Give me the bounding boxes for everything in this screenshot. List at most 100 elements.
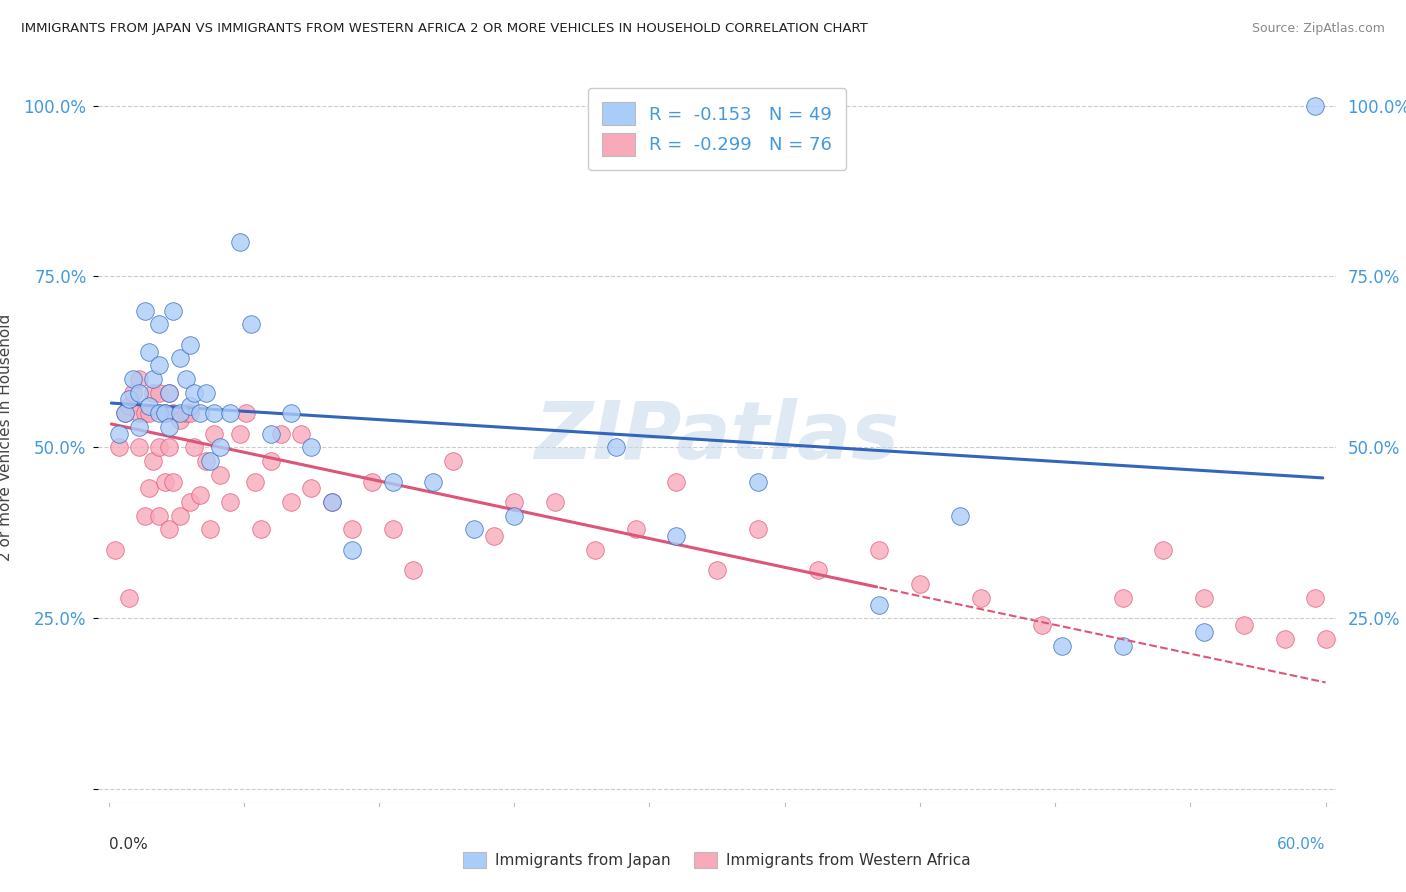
Point [807,563,830,577]
Point [157,522,180,536]
Point [155,475,177,489]
Point [1112,639,1135,653]
Point [229,426,252,441]
Point [202,406,225,420]
Point [299,440,322,454]
Point [209,440,232,454]
Point [1152,542,1174,557]
Point [138,344,160,359]
Point [157,440,180,454]
Point [503,495,526,509]
Point [1375,645,1398,659]
Point [1050,639,1073,653]
Point [128,420,150,434]
Point [118,392,141,407]
Point [118,400,141,414]
Point [179,338,201,352]
Point [138,406,160,420]
Point [1395,673,1406,687]
Point [1315,632,1337,646]
Point [188,406,211,420]
Point [148,385,170,400]
Text: IMMIGRANTS FROM JAPAN VS IMMIGRANTS FROM WESTERN AFRICA 2 OR MORE VEHICLES IN HO: IMMIGRANTS FROM JAPAN VS IMMIGRANTS FROM… [21,22,868,36]
Point [381,522,404,536]
Point [1305,591,1327,605]
Point [202,426,225,441]
Point [155,406,177,420]
Point [1305,98,1327,112]
Point [243,475,266,489]
Point [128,440,150,454]
Point [155,406,177,420]
Point [949,508,972,523]
Point [138,400,160,414]
Point [249,522,271,536]
Point [148,440,170,454]
Point [321,495,343,509]
Point [441,454,464,468]
Point [482,529,505,543]
Point [1355,659,1378,673]
Point [114,406,136,420]
Point [148,406,170,420]
Point [122,385,145,400]
Point [605,440,627,454]
Point [868,542,890,557]
Point [1112,591,1135,605]
Point [142,385,165,400]
Point [706,563,728,577]
Point [1192,591,1215,605]
Legend: Immigrants from Japan, Immigrants from Western Africa: Immigrants from Japan, Immigrants from W… [456,845,979,876]
Point [169,413,191,427]
Text: 60.0%: 60.0% [1277,837,1326,852]
Point [970,591,993,605]
Point [198,522,221,536]
Point [179,495,201,509]
Point [148,318,170,332]
Point [280,406,302,420]
Point [179,406,201,420]
Point [194,454,217,468]
Point [361,475,384,489]
Point [169,406,191,420]
Point [665,475,688,489]
Point [381,475,404,489]
Point [747,475,769,489]
Point [122,372,145,386]
Point [118,591,141,605]
Point [188,488,211,502]
Point [183,440,205,454]
Point [128,372,150,386]
Point [157,385,180,400]
Point [134,508,156,523]
Point [162,475,184,489]
Point [747,522,769,536]
Point [270,426,292,441]
Point [503,508,526,523]
Point [174,406,197,420]
Point [162,406,184,420]
Point [107,440,129,454]
Point [162,303,184,318]
Point [104,542,127,557]
Point [908,577,931,591]
Point [340,522,363,536]
Point [107,426,129,441]
Point [239,318,262,332]
Point [340,542,363,557]
Point [463,522,485,536]
Point [134,303,156,318]
Point [198,454,221,468]
Point [422,475,444,489]
Point [114,406,136,420]
Point [219,495,242,509]
Point [142,372,165,386]
Point [142,454,165,468]
Point [260,426,283,441]
Point [260,454,283,468]
Point [1334,645,1357,659]
Point [280,495,302,509]
Point [128,385,150,400]
Point [229,235,252,250]
Point [665,529,688,543]
